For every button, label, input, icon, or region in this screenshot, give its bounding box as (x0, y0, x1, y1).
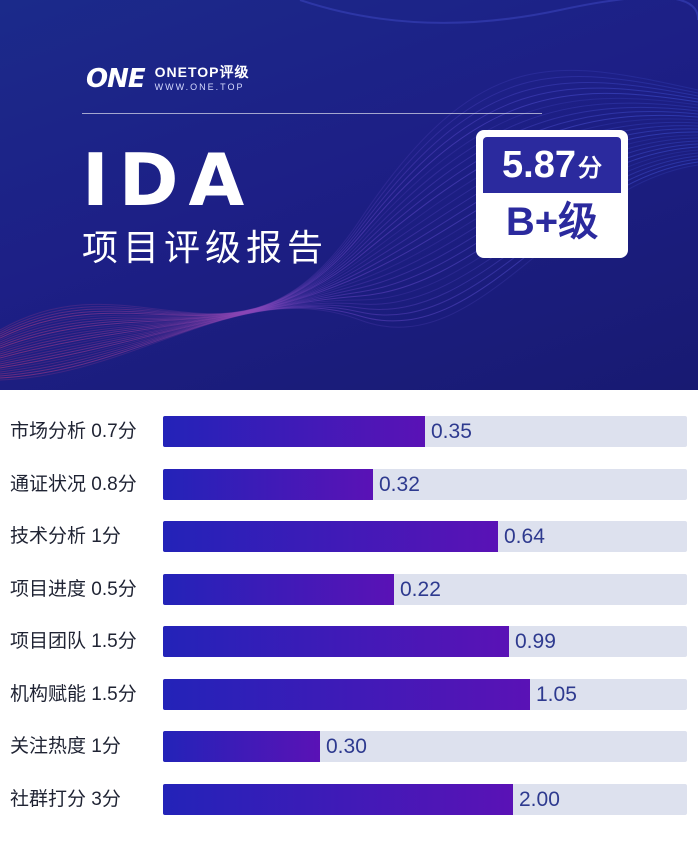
bar-fill (163, 731, 320, 762)
bar-label: 项目进度 0.5分 (10, 578, 137, 600)
bar-row: 机构赋能 1.5分 1.05 (0, 668, 698, 710)
logo-mark: ONE (86, 64, 146, 94)
brand-logo: ONE ONETOP评级 WWW.ONE.TOP (86, 64, 250, 94)
bar-value-label: 0.22 (400, 577, 441, 601)
bar-value-label: 0.99 (515, 630, 556, 653)
wave-line (0, 106, 698, 345)
wave-line (0, 87, 698, 337)
bar-track: 0.22 (163, 573, 687, 605)
bar-value-label: 0.64 (504, 525, 545, 548)
bar-row: 项目团队 1.5分 0.99 (0, 615, 698, 657)
bar-label: 市场分析 0.7分 (10, 421, 137, 442)
bar-track: 0.32 (163, 468, 687, 500)
wave-line (0, 81, 698, 335)
bar-row: 项目进度 0.5分 0.22 (0, 563, 698, 605)
score-total: 5.87 分 (483, 137, 621, 193)
score-card: 5.87 分 B+级 (476, 130, 628, 258)
bar-value-label: 2.00 (519, 787, 560, 811)
bar-value-label: 0.35 (431, 420, 472, 443)
bar-value-label: 0.30 (326, 735, 367, 758)
wave-line (0, 92, 698, 339)
score-value: 5.87 (502, 144, 576, 186)
bar-fill (163, 521, 498, 552)
brand-name: ONETOP评级 (154, 64, 250, 80)
wave-line (0, 102, 698, 343)
score-grade: B+级 (505, 200, 599, 244)
bar-track: 0.64 (163, 521, 687, 552)
bar-row: 市场分析 0.7分 0.35 (0, 405, 698, 447)
bar-fill (163, 468, 373, 500)
bar-fill (163, 678, 530, 710)
wave-line (0, 76, 698, 333)
page-subtitle: 项目评级报告 (82, 227, 329, 268)
bar-fill (163, 416, 425, 447)
bar-label: 项目团队 1.5分 (10, 631, 137, 652)
header-divider (82, 113, 542, 114)
page-title: IDA (82, 138, 255, 222)
header-banner: ONE ONETOP评级 WWW.ONE.TOP IDA 项目评级报告 5.87… (0, 0, 698, 390)
bar-label: 机构赋能 1.5分 (10, 683, 137, 705)
bar-row: 技术分析 1分 0.64 (0, 510, 698, 552)
bar-track: 1.05 (163, 678, 687, 710)
bar-label: 社群打分 3分 (10, 788, 121, 810)
bar-track: 0.35 (163, 416, 687, 447)
brand-url: WWW.ONE.TOP (154, 82, 245, 92)
bar-fill (163, 626, 509, 657)
wave-line (0, 69, 698, 331)
wave-line (0, 111, 698, 347)
bar-row: 社群打分 3分 2.00 (0, 773, 698, 815)
wave-line (0, 97, 698, 341)
bar-fill (163, 783, 513, 815)
bar-label: 关注热度 1分 (10, 736, 121, 757)
bar-track: 0.30 (163, 731, 687, 762)
wave-line (0, 114, 698, 349)
bar-fill (163, 573, 394, 605)
bar-value-label: 0.32 (379, 472, 420, 496)
bar-row: 通证状况 0.8分 0.32 (0, 458, 698, 500)
bar-label: 技术分析 1分 (10, 526, 121, 547)
bar-label: 通证状况 0.8分 (10, 473, 137, 495)
bar-track: 0.99 (163, 626, 687, 657)
bar-row: 关注热度 1分 0.30 (0, 720, 698, 762)
bar-value-label: 1.05 (536, 682, 577, 706)
bar-track: 2.00 (163, 783, 687, 815)
score-unit: 分 (577, 155, 602, 182)
